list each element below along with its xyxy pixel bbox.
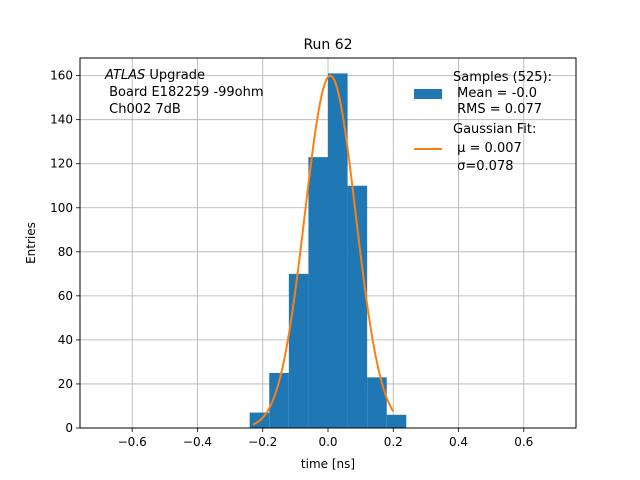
x-tick-label: 0.6 [514,435,533,449]
x-tick-label: 0.4 [449,435,468,449]
atlas-annotation: ATLAS Upgrade Board E182259 -99ohm Ch002… [104,68,264,117]
histogram-bar [328,73,348,429]
legend: Samples (525): Mean = -0.0 RMS = 0.077 G… [414,70,552,174]
gaussian-fit-curve [252,74,395,426]
y-tick-label: 120 [50,157,73,171]
annotation-line-3: Ch002 7dB [105,102,181,117]
y-tick-label: 140 [50,113,73,127]
y-tick-label: 20 [58,377,73,391]
legend-samples-swatch [414,89,442,99]
x-axis-ticks: −0.6 −0.4 −0.2 0.0 0.2 0.4 0.6 [118,428,533,449]
legend-samples-line-1: Samples (525): [453,70,552,85]
y-tick-label: 160 [50,69,73,83]
x-tick-label: −0.6 [118,435,147,449]
legend-fit-line-3: σ=0.078 [453,159,513,174]
histogram-bar [367,377,387,428]
y-tick-label: 40 [58,333,73,347]
legend-fit-line-2: μ = 0.007 [453,141,522,156]
x-tick-label: 0.0 [318,435,337,449]
y-tick-label: 0 [65,421,73,435]
y-axis-ticks: 0 20 40 60 80 100 120 140 160 [50,69,80,435]
x-axis-label: time [ns] [301,457,355,471]
chart-title: Run 62 [303,37,352,53]
legend-fit-line-1: Gaussian Fit: [453,122,536,137]
gaussian-fit [252,74,395,426]
histogram-bar [269,372,289,428]
annotation-line-2: Board E182259 -99ohm [105,85,264,100]
histogram-bar [386,414,407,428]
annotation-upgrade: Upgrade [145,68,205,83]
histogram-bar [347,185,368,428]
histogram-bar [288,273,309,428]
histogram-bar [308,157,328,428]
y-axis-label: Entries [24,222,38,264]
annotation-line-1: ATLAS Upgrade [104,68,205,83]
x-tick-label: −0.4 [183,435,212,449]
x-tick-label: 0.2 [384,435,403,449]
y-tick-label: 100 [50,201,73,215]
x-tick-label: −0.2 [248,435,277,449]
y-tick-label: 80 [58,245,73,259]
annotation-atlas: ATLAS [104,68,145,83]
legend-samples-line-3: RMS = 0.077 [453,102,542,117]
legend-samples-line-2: Mean = -0.0 [453,86,537,101]
y-tick-label: 60 [58,289,73,303]
